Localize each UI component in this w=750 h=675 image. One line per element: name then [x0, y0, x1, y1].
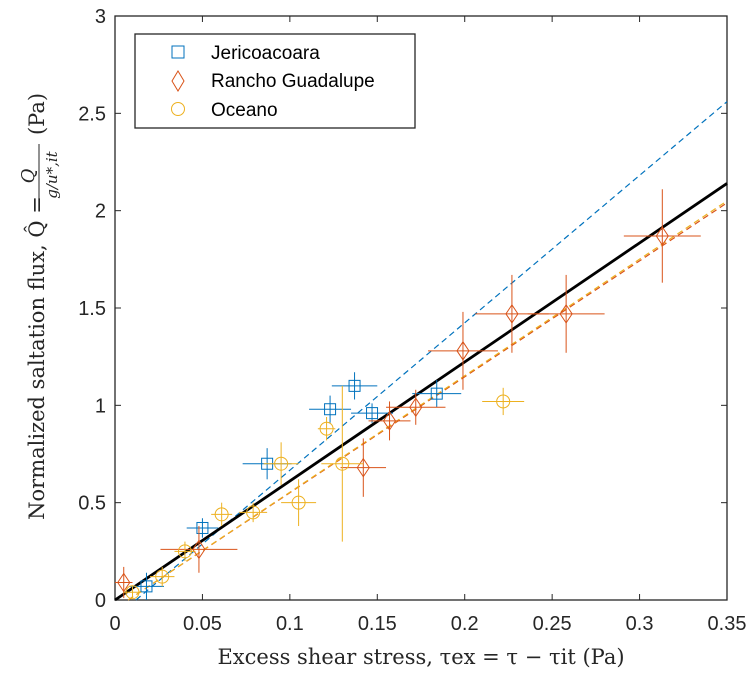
legend: Jericoacoara Rancho Guadalupe Oceano — [134, 33, 416, 129]
square-marker — [140, 580, 153, 593]
x-tick-label: 0 — [109, 613, 120, 635]
y-axis-label-prefix: Normalized saltation flux, Q̂ = — [25, 196, 49, 520]
data-point — [482, 387, 525, 416]
legend-box — [134, 33, 416, 129]
legend-circle-marker-icon — [171, 102, 185, 116]
data-point — [527, 274, 605, 353]
y-tick-label: 0.5 — [78, 493, 106, 515]
diamond-marker — [192, 539, 206, 560]
axis-ticks: 0 0.05 0.1 0.15 0.2 0.25 0.3 0.35 0 0.5 1 1.5 2 2.5 3 — [78, 6, 746, 635]
diamond-marker — [456, 340, 470, 361]
square-marker — [348, 379, 361, 392]
data-points — [115, 189, 701, 600]
data-point — [351, 403, 394, 423]
overall-fit-line — [114, 182, 728, 602]
x-tick-label: 0.05 — [183, 613, 222, 635]
data-point — [239, 502, 268, 523]
diamond-marker — [117, 572, 131, 593]
data-point — [281, 479, 317, 527]
data-point — [309, 395, 352, 423]
circle-marker — [177, 544, 192, 559]
circle-marker — [319, 421, 334, 436]
circle-marker — [335, 456, 350, 471]
y-axis-label-unit: (Pa) — [25, 93, 49, 135]
circle-marker — [125, 585, 140, 600]
square-marker — [366, 407, 379, 420]
y-tick-label: 1 — [95, 395, 106, 417]
legend-label-rancho-guadalupe: Rancho Guadalupe — [211, 71, 375, 92]
x-tick-label: 0.1 — [276, 613, 304, 635]
x-axis-label: Excess shear stress, τex = τ − τit (Pa) — [217, 645, 624, 669]
diamond-marker — [655, 226, 669, 246]
legend-item-oceano: Oceano — [171, 100, 278, 121]
data-point — [211, 502, 233, 527]
circle-marker — [496, 394, 511, 409]
circle-marker — [214, 507, 229, 522]
data-point — [340, 438, 387, 497]
x-tick-label: 0.25 — [533, 613, 572, 635]
x-tick-label: 0.3 — [626, 613, 654, 635]
legend-diamond-marker-icon — [171, 70, 185, 92]
legend-label-jericoacoara: Jericoacoara — [211, 43, 320, 64]
circle-marker — [246, 505, 261, 520]
data-point — [115, 566, 133, 599]
data-point — [317, 417, 336, 441]
fit-lines — [114, 101, 728, 602]
data-point — [149, 566, 175, 587]
circle-marker — [274, 456, 289, 471]
y-tick-label: 2 — [95, 201, 106, 223]
legend-square-marker-icon — [171, 45, 185, 59]
data-point — [321, 385, 364, 542]
data-point — [412, 380, 462, 408]
square-marker — [430, 387, 443, 400]
data-point — [186, 518, 219, 538]
data-point — [263, 442, 299, 486]
diamond-marker — [559, 303, 573, 324]
x-tick-label: 0.2 — [451, 613, 479, 635]
data-point — [427, 311, 498, 390]
y-axis-label-denominator: g/u*,it — [43, 150, 61, 198]
x-tick-label: 0.15 — [358, 613, 397, 635]
y-tick-label: 2.5 — [78, 103, 106, 125]
y-tick-label: 3 — [95, 6, 106, 28]
data-point — [386, 389, 446, 425]
y-axis-label-numerator: Q — [18, 168, 39, 183]
fit-line-jericoacoara — [135, 101, 728, 601]
circle-marker — [291, 495, 306, 510]
x-tick-label: 0.35 — [708, 613, 747, 635]
y-axis-label: Normalized saltation flux, Q̂ = Q g/u*,i… — [18, 93, 61, 520]
y-tick-label: 0 — [95, 590, 106, 612]
diamond-marker — [356, 457, 370, 478]
data-point — [123, 585, 142, 600]
square-marker — [196, 521, 209, 534]
data-point — [623, 189, 701, 283]
data-point — [174, 541, 196, 562]
square-marker — [324, 403, 337, 416]
data-point — [368, 401, 411, 441]
data-point — [160, 526, 238, 573]
diamond-marker — [382, 411, 397, 431]
data-point — [331, 372, 378, 400]
legend-item-rancho-guadalupe: Rancho Guadalupe — [171, 70, 375, 92]
y-tick-label: 1.5 — [78, 298, 106, 320]
diamond-marker — [409, 397, 423, 418]
legend-label-oceano: Oceano — [211, 100, 278, 121]
circle-marker — [155, 569, 170, 584]
diamond-marker — [505, 303, 519, 324]
legend-item-jericoacoara: Jericoacoara — [171, 43, 320, 64]
